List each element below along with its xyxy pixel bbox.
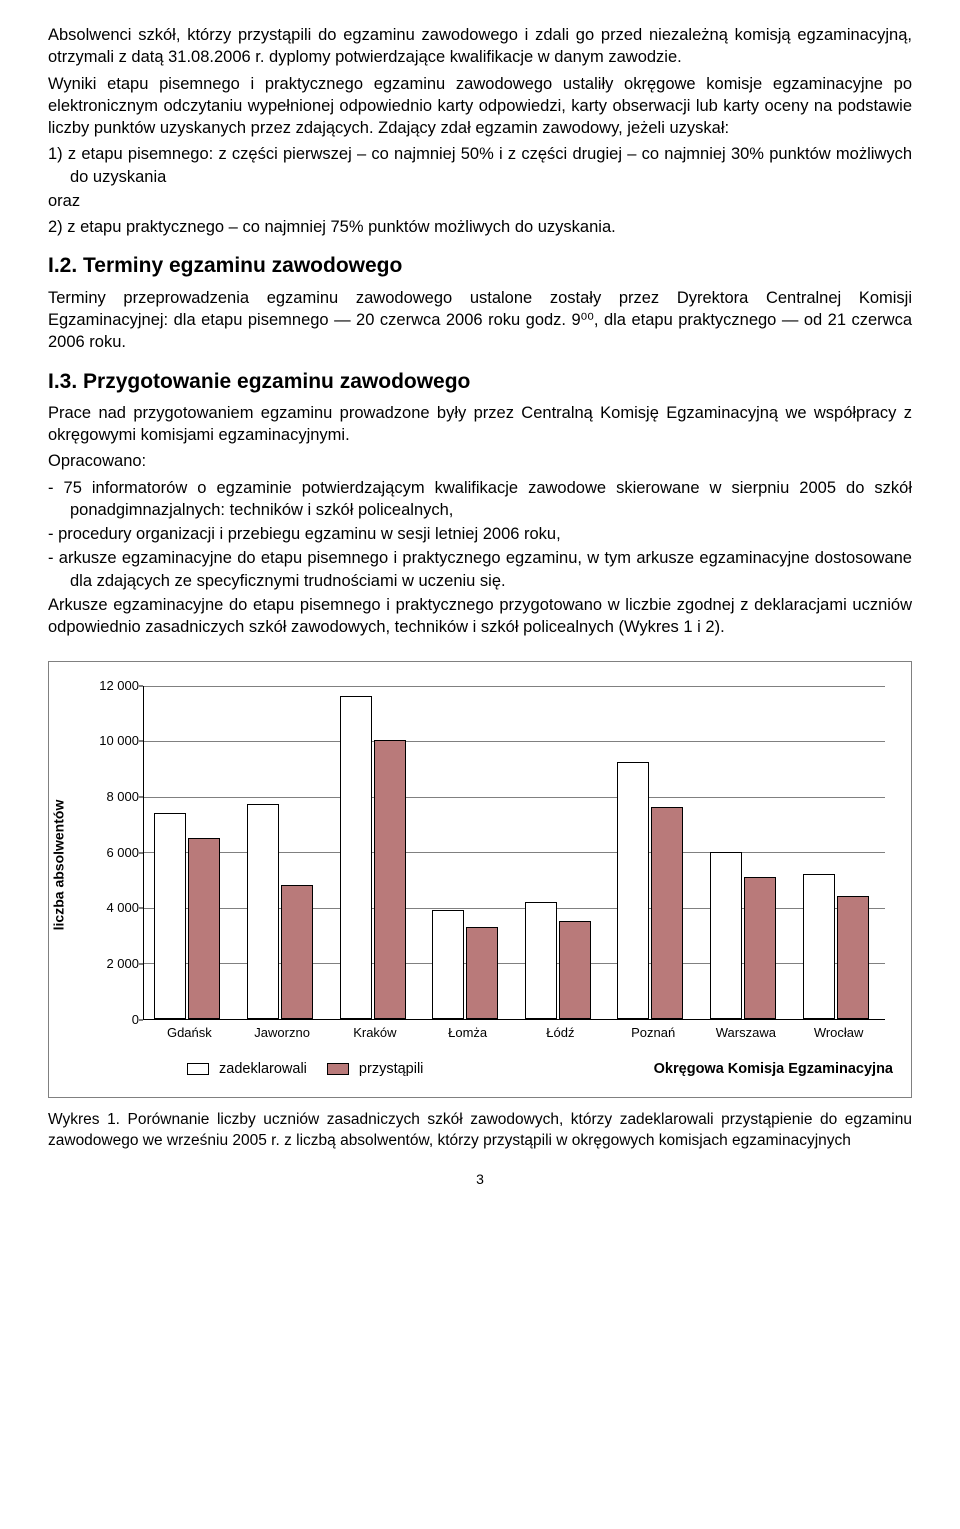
paragraph: Terminy przeprowadzenia egzaminu zawodow… — [48, 287, 912, 354]
legend-item: zadeklarowali — [187, 1060, 307, 1080]
legend-swatch — [187, 1063, 209, 1075]
bar — [803, 874, 835, 1019]
bar — [340, 696, 372, 1019]
y-tick-label: 12 000 — [95, 677, 139, 695]
bar — [247, 804, 279, 1018]
figure-number: Wykres 1. — [48, 1111, 120, 1128]
bar — [374, 740, 406, 1018]
gridline — [144, 797, 885, 798]
bar-chart: liczba absolwentów 02 0004 0006 0008 000… — [67, 680, 893, 1050]
list-item: 2) z etapu praktycznego – co najmniej 75… — [70, 216, 912, 238]
list-item: - arkusze egzaminacyjne do etapu pisemne… — [70, 547, 912, 592]
x-tick-label: Warszawa — [716, 1024, 776, 1042]
paragraph: Absolwenci szkół, którzy przystąpili do … — [48, 24, 912, 69]
y-tick-label: 10 000 — [95, 732, 139, 750]
bar — [651, 807, 683, 1019]
x-tick-label: Łomża — [448, 1024, 487, 1042]
y-tick-label: 2 000 — [95, 955, 139, 973]
plot-area — [143, 686, 885, 1020]
paragraph: Opracowano: — [48, 450, 912, 472]
x-tick-label: Kraków — [353, 1024, 396, 1042]
list-item: - procedury organizacji i przebiegu egza… — [70, 523, 912, 545]
paragraph: Arkusze egzaminacyjne do etapu pisemnego… — [48, 594, 912, 639]
page-number: 3 — [48, 1170, 912, 1189]
y-tick-label: 6 000 — [95, 844, 139, 862]
legend-label: zadeklarowali — [219, 1061, 307, 1077]
section-heading: I.2. Terminy egzaminu zawodowego — [48, 252, 912, 280]
numbered-list: 1) z etapu pisemnego: z części pierwszej… — [48, 143, 912, 188]
x-tick-label: Poznań — [631, 1024, 675, 1042]
paragraph: Wyniki etapu pisemnego i praktycznego eg… — [48, 73, 912, 140]
legend-item: przystąpili — [327, 1060, 424, 1080]
figure-caption: Wykres 1. Porównanie liczby uczniów zasa… — [48, 1110, 912, 1152]
legend-label: przystąpili — [359, 1061, 423, 1077]
bar — [559, 921, 591, 1018]
bar — [710, 852, 742, 1019]
chart-container: liczba absolwentów 0 2 000 4 000 6 000 8 000… — [48, 661, 912, 1099]
numbered-list: 2) z etapu praktycznego – co najmniej 75… — [48, 216, 912, 238]
y-tick-label: 4 000 — [95, 899, 139, 917]
bar — [525, 902, 557, 1019]
bar — [744, 877, 776, 1019]
legend: zadeklarowali przystąpili Okręgowa Komis… — [67, 1060, 893, 1080]
y-tick-label: 0 — [95, 1011, 139, 1029]
paragraph: Prace nad przygotowaniem egzaminu prowad… — [48, 402, 912, 447]
paragraph: oraz — [48, 190, 912, 212]
bar — [154, 813, 186, 1019]
x-axis-labels: Gdańsk Jaworzno Kraków Łomża Łódź Poznań Warsz… — [143, 1024, 885, 1044]
x-tick-label: Wrocław — [814, 1024, 864, 1042]
x-tick-label: Gdańsk — [167, 1024, 212, 1042]
figure-text: Porównanie liczby uczniów zasadniczych s… — [48, 1111, 912, 1149]
gridline — [144, 741, 885, 742]
list-item: - 75 informatorów o egzaminie potwierdza… — [70, 477, 912, 522]
bar — [466, 927, 498, 1019]
dash-list: - 75 informatorów o egzaminie potwierdza… — [48, 477, 912, 592]
y-tick-label: 8 000 — [95, 788, 139, 806]
y-axis-label: liczba absolwentów — [50, 799, 69, 930]
bar — [281, 885, 313, 1019]
section-heading: I.3. Przygotowanie egzaminu zawodowego — [48, 368, 912, 396]
x-tick-label: Jaworzno — [254, 1024, 310, 1042]
bar — [188, 838, 220, 1019]
legend-right-label: Okręgowa Komisja Egzaminacyjna — [654, 1060, 893, 1080]
bar — [617, 762, 649, 1018]
bar — [837, 896, 869, 1018]
gridline — [144, 686, 885, 687]
legend-swatch — [327, 1063, 349, 1075]
bar — [432, 910, 464, 1019]
x-tick-label: Łódź — [546, 1024, 574, 1042]
list-item: 1) z etapu pisemnego: z części pierwszej… — [70, 143, 912, 188]
